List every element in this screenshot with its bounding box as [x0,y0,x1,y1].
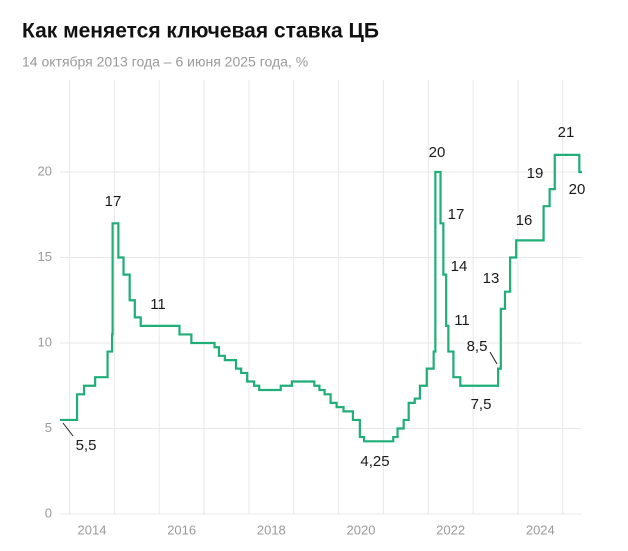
y-tick-label: 15 [38,249,52,264]
chart-title: Как меняется ключевая ставка ЦБ [22,20,379,43]
x-tick-label: 2014 [78,522,107,537]
data-label: 8,5 [467,338,488,355]
data-label: 21 [558,124,575,141]
x-tick-label: 2016 [167,522,196,537]
data-label: 4,25 [360,453,389,470]
x-tick-label: 2018 [257,522,286,537]
y-tick-label: 5 [45,420,52,435]
data-label: 20 [429,144,446,161]
rate-line [60,153,582,443]
data-label: 17 [448,206,465,223]
y-tick-label: 10 [38,334,52,349]
data-label: 19 [527,165,544,182]
data-label: 20 [569,181,586,198]
y-tick-label: 0 [45,505,52,520]
data-label: 17 [105,193,122,210]
data-label: 14 [451,258,468,275]
data-label: 11 [454,312,470,329]
data-label: 11 [150,296,166,313]
x-tick-label: 2022 [436,522,465,537]
x-tick-label: 2024 [526,522,555,537]
y-tick-label: 20 [38,163,52,178]
data-label: 13 [483,270,500,287]
data-label: 16 [516,212,533,229]
x-tick-label: 2020 [347,522,376,537]
chart-subtitle: 14 октября 2013 года – 6 июня 2025 года,… [22,54,308,70]
leader-line [489,351,498,365]
data-label: 7,5 [471,396,492,413]
leader-line [62,422,74,437]
data-label: 5,5 [76,437,97,454]
